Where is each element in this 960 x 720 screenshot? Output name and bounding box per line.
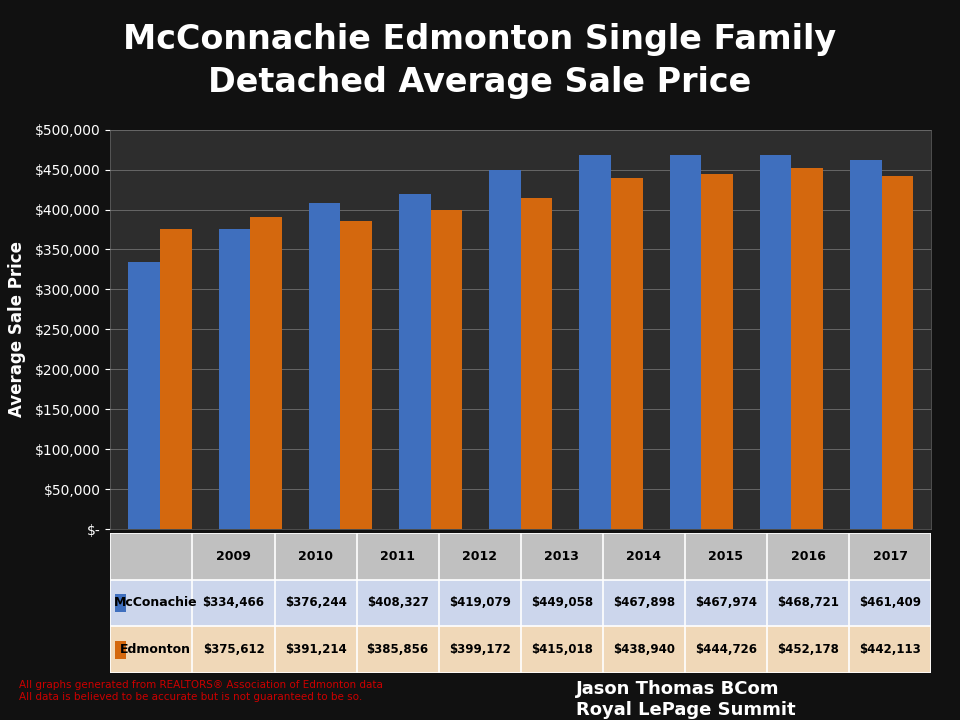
Bar xyxy=(160,229,192,529)
Text: $419,079: $419,079 xyxy=(449,596,511,610)
Text: $444,726: $444,726 xyxy=(695,643,757,657)
Bar xyxy=(399,194,431,529)
Bar xyxy=(580,156,611,529)
Bar xyxy=(520,197,552,529)
Bar xyxy=(129,262,160,529)
Text: $449,058: $449,058 xyxy=(531,596,593,610)
Text: 2015: 2015 xyxy=(708,549,743,563)
Y-axis label: Average Sale Price: Average Sale Price xyxy=(9,241,27,418)
Text: $452,178: $452,178 xyxy=(778,643,839,657)
Text: 2009: 2009 xyxy=(216,549,251,563)
Text: 2013: 2013 xyxy=(544,549,579,563)
Text: $461,409: $461,409 xyxy=(859,596,922,610)
FancyBboxPatch shape xyxy=(110,533,931,580)
FancyBboxPatch shape xyxy=(110,626,931,673)
Text: $399,172: $399,172 xyxy=(449,643,511,657)
Bar xyxy=(251,217,282,529)
Bar xyxy=(881,176,913,529)
Text: $468,721: $468,721 xyxy=(778,596,839,610)
Bar xyxy=(309,203,341,529)
Text: $438,940: $438,940 xyxy=(612,643,675,657)
Text: $408,327: $408,327 xyxy=(367,596,428,610)
Text: $385,856: $385,856 xyxy=(367,643,429,657)
Bar xyxy=(670,156,701,529)
Text: All graphs generated from REALTORS® Association of Edmonton data
All data is bel: All graphs generated from REALTORS® Asso… xyxy=(19,680,383,702)
Bar xyxy=(341,221,372,529)
Text: $415,018: $415,018 xyxy=(531,643,592,657)
Bar xyxy=(611,179,642,529)
FancyBboxPatch shape xyxy=(115,594,126,612)
Text: McConachie: McConachie xyxy=(113,596,198,610)
Text: 2017: 2017 xyxy=(873,549,907,563)
Text: $442,113: $442,113 xyxy=(859,643,921,657)
Text: Edmonton: Edmonton xyxy=(120,643,191,657)
Text: 2012: 2012 xyxy=(463,549,497,563)
Text: $467,974: $467,974 xyxy=(695,596,757,610)
Text: $467,898: $467,898 xyxy=(612,596,675,610)
Text: 2014: 2014 xyxy=(627,549,661,563)
Bar xyxy=(701,174,732,529)
Text: $391,214: $391,214 xyxy=(285,643,347,657)
FancyBboxPatch shape xyxy=(115,641,126,659)
Bar xyxy=(759,155,791,529)
Text: McConnachie Edmonton Single Family
Detached Average Sale Price: McConnachie Edmonton Single Family Detac… xyxy=(124,23,836,99)
Bar xyxy=(431,210,462,529)
Text: Jason Thomas BCom
Royal LePage Summit
www.jasonthomas.ca: Jason Thomas BCom Royal LePage Summit ww… xyxy=(576,680,796,720)
Text: $375,612: $375,612 xyxy=(203,643,264,657)
FancyBboxPatch shape xyxy=(110,580,931,626)
Bar xyxy=(791,168,823,529)
Text: 2010: 2010 xyxy=(299,549,333,563)
Text: $334,466: $334,466 xyxy=(203,596,265,610)
Bar xyxy=(850,161,881,529)
Text: $376,244: $376,244 xyxy=(285,596,347,610)
Bar xyxy=(219,228,251,529)
Bar xyxy=(490,171,520,529)
Text: 2011: 2011 xyxy=(380,549,415,563)
Text: 2016: 2016 xyxy=(791,549,826,563)
